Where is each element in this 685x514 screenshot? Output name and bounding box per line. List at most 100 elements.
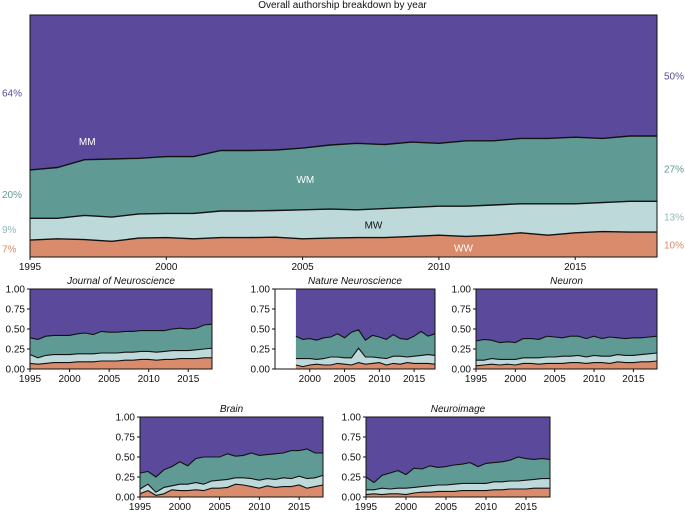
y-tick-label: 0.25 (452, 345, 472, 356)
x-tick-label: 2015 (515, 502, 538, 513)
y-tick-label: 1.00 (342, 413, 362, 424)
boundary-line-ww (295, 362, 436, 368)
y-tick-label: 0.00 (251, 365, 271, 376)
boundary-line-mw (139, 474, 324, 493)
x-tick-label: 2015 (622, 374, 645, 385)
panel-title: Journal of Neuroscience (66, 276, 175, 287)
y-tick-label: 0.50 (116, 453, 136, 464)
series-label-mw: MW (365, 221, 383, 232)
boundary-line-wm (365, 456, 551, 484)
x-tick-label: 2010 (248, 502, 271, 513)
x-tick-label: 1995 (19, 374, 42, 385)
panel-title: Nature Neuroscience (308, 276, 402, 287)
area-mw (30, 348, 212, 365)
x-tick-label: 1995 (355, 502, 378, 513)
area-mm (30, 289, 212, 340)
percent-label-right-mm: 50% (664, 72, 684, 83)
y-tick-label: 1.00 (116, 413, 136, 424)
y-tick-label: 1.00 (251, 285, 271, 296)
area-ww (30, 231, 657, 257)
plot-frame (29, 14, 658, 258)
area-mm (366, 417, 550, 483)
panel-neuroimage: 1995 2000 2005 2010 2015 0.00 0.25 0.50 0.75 1.00… (342, 404, 551, 513)
percent-label-left-wm: 20% (2, 190, 22, 201)
series-label-wm: WM (296, 175, 314, 186)
x-tick-label: 2005 (435, 502, 458, 513)
boundary-line-wm (295, 329, 436, 341)
main-chart-title: Overall authorship breakdown by year (258, 0, 427, 11)
boundary-line-mw (29, 347, 213, 359)
y-tick-label: 0.00 (342, 493, 362, 504)
percent-label-right-ww: 10% (664, 241, 684, 252)
boundary-line-mw (476, 352, 658, 361)
boundary-line-mw (366, 478, 550, 491)
panel-title: Neuron (550, 276, 583, 287)
x-tick-label: 1995 (19, 262, 42, 273)
x-tick-label: 2000 (169, 502, 192, 513)
boundary-line-ww (29, 230, 657, 243)
panel-title: Brain (220, 404, 244, 415)
percent-label-left-mm: 64% (2, 88, 22, 99)
boundary-line-wm (139, 448, 323, 478)
y-tick-label: 0.50 (452, 325, 472, 336)
y-tick-label: 1.00 (452, 285, 472, 296)
x-tick-label: 2015 (564, 262, 587, 273)
boundary-line-ww (139, 483, 324, 496)
area-wm (476, 336, 657, 361)
x-tick-label: 2005 (544, 374, 567, 385)
y-tick-label: 0.00 (452, 365, 472, 376)
x-tick-label: 2000 (395, 502, 418, 513)
y-tick-label: 0.75 (251, 305, 271, 316)
y-tick-label: 0.25 (251, 345, 271, 356)
y-tick-label: 0.25 (342, 473, 362, 484)
x-tick-label: 2010 (368, 374, 391, 385)
area-mw (30, 201, 657, 242)
x-tick-label: 2010 (475, 502, 498, 513)
boundary-line-wm (29, 323, 213, 340)
y-tick-label: 0.50 (251, 325, 271, 336)
x-tick-label: 2015 (288, 502, 311, 513)
boundary-line-wm (29, 135, 657, 171)
percent-label-right-wm: 27% (664, 165, 684, 176)
x-tick-label: 1995 (129, 502, 152, 513)
x-tick-label: 2000 (504, 374, 527, 385)
percent-label-left-mw: 9% (2, 225, 17, 236)
y-tick-label: 0.75 (452, 305, 472, 316)
x-tick-label: 2005 (291, 262, 314, 273)
boundary-line-mw (295, 347, 436, 360)
panel-brain: 1995 2000 2005 2010 2015 0.00 0.25 0.50 0.75 1.00… (116, 404, 324, 513)
area-ww (476, 361, 657, 369)
x-tick-label: 2000 (299, 374, 322, 385)
series-label-ww: WW (454, 244, 473, 255)
x-tick-label: 1995 (465, 374, 488, 385)
y-tick-label: 1.00 (6, 285, 26, 296)
x-tick-label: 2010 (138, 374, 161, 385)
panel-overall: 1995 2000 2005 2010 2015 7% 10% 9% 13% 20% 27% 64% 5… (2, 14, 684, 273)
y-tick-label: 0.75 (342, 433, 362, 444)
series-label-mm: MM (79, 137, 96, 148)
area-wm (30, 136, 657, 219)
area-ww (366, 488, 550, 497)
percent-label-right-mw: 13% (664, 213, 684, 224)
x-tick-label: 2010 (583, 374, 606, 385)
y-tick-label: 0.00 (116, 493, 136, 504)
x-tick-label: 2000 (58, 374, 81, 385)
area-wm (30, 324, 212, 358)
area-mm (295, 289, 435, 341)
panel-neuron: 1995 2000 2005 2010 2015 0.00 0.25 0.50 0.75 1.00… (452, 276, 658, 385)
area-mm (140, 417, 323, 477)
area-wm (140, 449, 323, 493)
x-tick-label: 2005 (333, 374, 356, 385)
y-tick-label: 0.50 (342, 453, 362, 464)
area-mm (30, 15, 657, 170)
x-tick-label: 2005 (208, 502, 231, 513)
y-tick-label: 0.25 (116, 473, 136, 484)
panel-journal-of-neuroscience: 1995 2000 2005 2010 2015 0.00 0.25 0.50 0.75 1.00… (6, 276, 213, 385)
boundary-line-mw (30, 200, 657, 220)
area-mm (476, 289, 657, 343)
panel-title: Neuroimage (431, 404, 486, 415)
x-tick-label: 2015 (403, 374, 426, 385)
x-tick-label: 2000 (155, 262, 178, 273)
percent-label-left-ww: 7% (2, 245, 17, 256)
